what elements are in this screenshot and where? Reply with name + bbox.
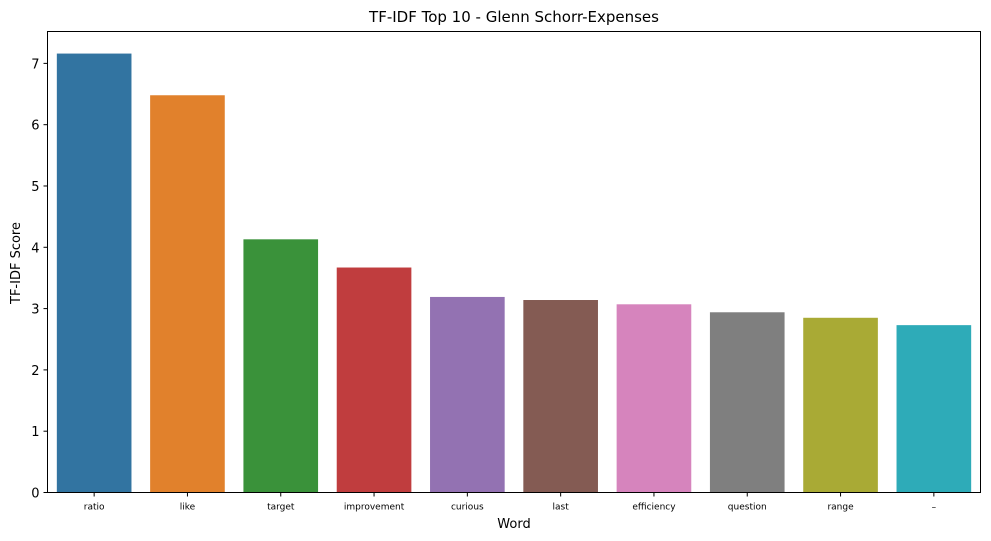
x-tick-label: target: [267, 503, 295, 513]
x-tick-label: curious: [451, 503, 484, 513]
y-tick-label: 4: [31, 241, 39, 256]
bar-4: [336, 267, 412, 493]
bar-8: [709, 312, 785, 493]
x-tick-label: efficiency: [632, 503, 676, 513]
bar-3: [243, 239, 319, 493]
bar-5: [430, 296, 505, 493]
y-tick-label: 7: [31, 57, 39, 72]
x-tick-label: question: [728, 503, 767, 513]
bar-9: [803, 317, 878, 493]
bar-7: [616, 304, 692, 493]
x-tick-label: last: [553, 503, 570, 513]
plot-frame: [47, 31, 981, 493]
chart-title: TF-IDF Top 10 - Glenn Schorr-Expenses: [368, 8, 659, 26]
y-tick-label: 2: [31, 364, 39, 379]
y-axis: 0 1 2 3 4 5 6 7: [31, 57, 48, 502]
bar-1: [56, 53, 132, 493]
x-tick-label: range: [827, 503, 854, 513]
x-axis-label: Word: [497, 517, 530, 532]
y-tick-label: 6: [31, 119, 39, 134]
y-axis-label: TF-IDF Score: [9, 222, 24, 305]
x-tick-label: improvement: [344, 503, 405, 513]
bar-10: [896, 325, 972, 493]
y-tick-label: 3: [31, 303, 39, 318]
bar-6: [523, 300, 598, 493]
x-tick-label: –: [932, 503, 937, 513]
y-tick-label: 1: [31, 425, 39, 440]
bar-2: [150, 95, 225, 493]
y-tick-label: 0: [31, 487, 39, 502]
bars-group: [56, 53, 972, 493]
x-axis: ratio like target improvement curious last eff…: [84, 492, 937, 513]
x-tick-label: ratio: [84, 503, 105, 513]
y-tick-label: 5: [31, 180, 39, 195]
x-tick-label: like: [180, 503, 196, 513]
